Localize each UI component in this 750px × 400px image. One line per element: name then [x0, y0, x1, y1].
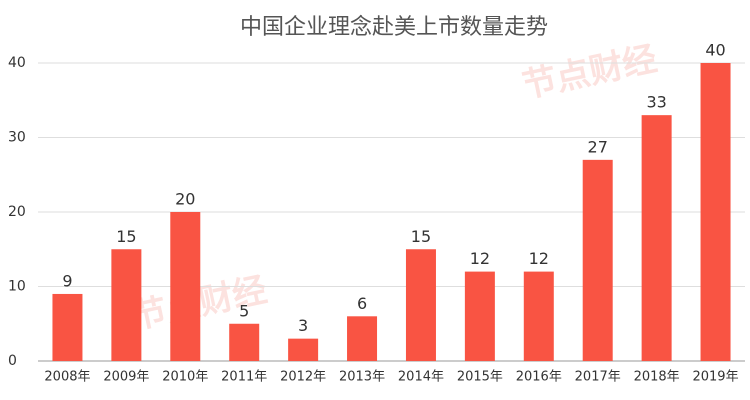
- bar: [170, 212, 201, 361]
- bar: [229, 323, 260, 361]
- watermark: 节点财经: [519, 39, 660, 106]
- data-label: 3: [298, 316, 308, 335]
- bar: [700, 63, 731, 361]
- bar: [288, 338, 319, 361]
- x-tick-label: 2011年: [221, 370, 267, 385]
- data-label: 9: [62, 271, 72, 290]
- data-label: 15: [116, 227, 136, 246]
- bar: [523, 271, 554, 361]
- y-tick-label: 40: [8, 55, 26, 71]
- bar: [464, 271, 495, 361]
- bar: [641, 115, 672, 362]
- bar: [582, 159, 613, 361]
- data-label: 12: [529, 249, 549, 268]
- x-tick-label: 2019年: [692, 370, 738, 385]
- data-label: 12: [470, 249, 490, 268]
- x-tick-label: 2010年: [162, 370, 208, 385]
- x-tick-label: 2009年: [103, 370, 149, 385]
- chart-title: 中国企业理念赴美上市数量走势: [240, 15, 548, 40]
- x-tick-label: 2014年: [398, 370, 444, 385]
- data-label: 27: [588, 137, 608, 156]
- x-tick-label: 2008年: [44, 370, 90, 385]
- x-tick-label: 2012年: [280, 370, 326, 385]
- bar: [52, 293, 83, 361]
- data-label: 20: [175, 190, 195, 209]
- x-tick-label: 2013年: [339, 370, 385, 385]
- x-tick-label: 2018年: [634, 370, 680, 385]
- x-tick-label: 2017年: [575, 370, 621, 385]
- y-tick-label: 20: [8, 204, 26, 220]
- y-tick-label: 30: [8, 130, 26, 146]
- y-tick-label: 10: [8, 279, 26, 295]
- data-label: 5: [239, 301, 249, 320]
- x-tick-label: 2016年: [516, 370, 562, 385]
- data-label: 33: [646, 93, 666, 112]
- y-tick-label: 0: [8, 353, 17, 369]
- bar: [405, 249, 436, 361]
- x-tick-label: 2015年: [457, 370, 503, 385]
- bar: [347, 316, 378, 361]
- data-label: 6: [357, 294, 367, 313]
- data-label: 15: [411, 227, 431, 246]
- data-label: 40: [705, 41, 725, 60]
- bar: [111, 249, 142, 361]
